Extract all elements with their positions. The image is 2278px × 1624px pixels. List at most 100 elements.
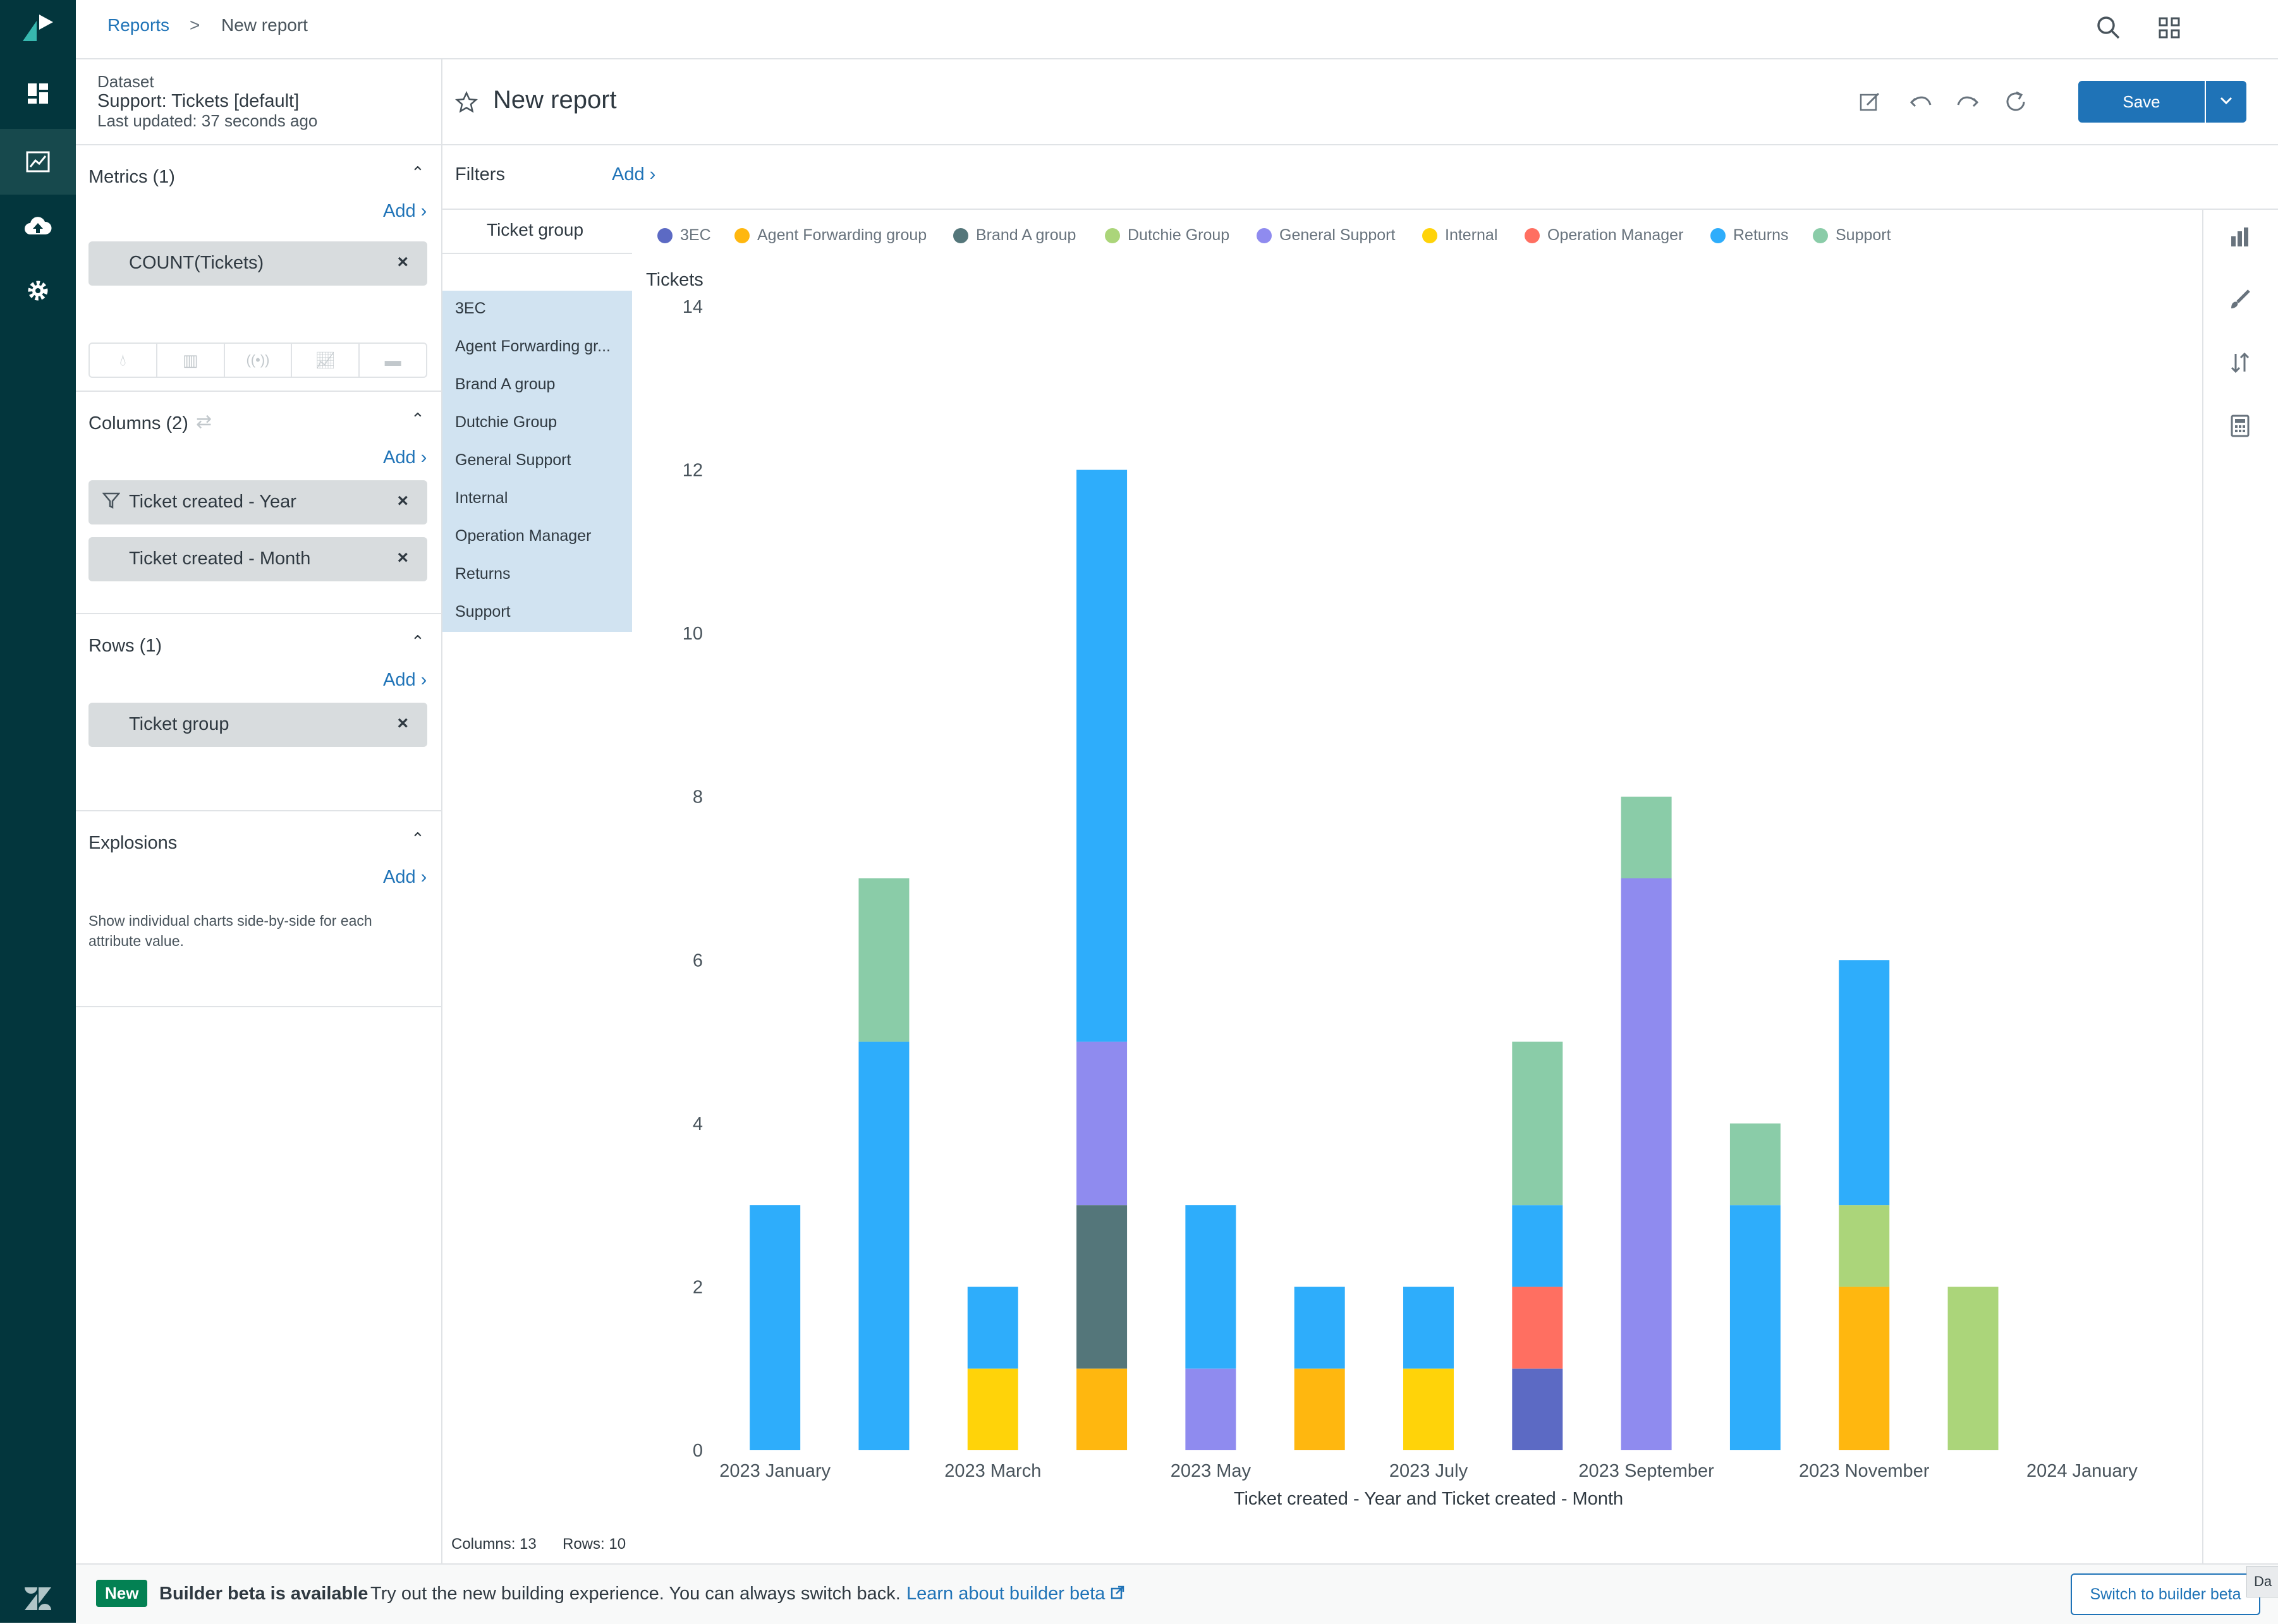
filter-icon[interactable] <box>102 492 121 514</box>
row-value[interactable]: Support <box>455 603 511 621</box>
switch-to-builder-beta-button[interactable]: Switch to builder beta <box>2071 1573 2260 1615</box>
row-value[interactable]: Agent Forwarding gr... <box>455 337 611 355</box>
dashboard-icon[interactable] <box>19 75 57 112</box>
row-value[interactable]: 3EC <box>455 300 486 317</box>
column-pill-year[interactable]: Ticket created - Year × <box>88 480 427 524</box>
dataset-name[interactable]: Support: Tickets [default] <box>97 91 300 111</box>
legend-item[interactable]: General Support <box>1257 226 1395 245</box>
bar-segment[interactable] <box>1729 1123 1781 1206</box>
zendesk-logo-icon[interactable] <box>19 9 57 47</box>
legend-item[interactable]: 3EC <box>657 226 711 245</box>
bar-segment[interactable] <box>1839 960 1890 1206</box>
remove-column-icon[interactable]: × <box>397 547 408 568</box>
reports-icon[interactable] <box>0 129 76 195</box>
overflow-tab[interactable]: Da <box>2246 1566 2278 1597</box>
remove-row-icon[interactable]: × <box>397 713 408 734</box>
legend-item[interactable]: Operation Manager <box>1525 226 1683 245</box>
learn-more-link[interactable]: Learn about builder beta <box>906 1584 1106 1604</box>
bar-segment[interactable] <box>1076 1041 1128 1206</box>
search-icon[interactable] <box>2096 15 2121 44</box>
bar-segment[interactable] <box>1403 1287 1454 1369</box>
upload-icon[interactable] <box>19 207 57 245</box>
bar-segment[interactable] <box>967 1287 1018 1369</box>
bar-segment[interactable] <box>1512 1368 1563 1450</box>
star-icon[interactable] <box>454 90 478 117</box>
row-pill[interactable]: Ticket group × <box>88 703 427 747</box>
row-value[interactable]: Dutchie Group <box>455 413 557 431</box>
bar-segment[interactable] <box>1729 1205 1781 1450</box>
row-header-label[interactable]: Ticket group <box>487 220 584 239</box>
collapse-rows-icon[interactable]: ⌃ <box>411 632 425 651</box>
legend-item[interactable]: Internal <box>1422 226 1497 245</box>
column-pill-month[interactable]: Ticket created - Month × <box>88 537 427 581</box>
bar-segment[interactable] <box>1512 1205 1563 1287</box>
save-options-button[interactable] <box>2206 81 2246 123</box>
paint-brush-icon[interactable] <box>2229 288 2251 314</box>
legend-item[interactable]: Dutchie Group <box>1105 226 1229 245</box>
apps-grid-icon[interactable] <box>2158 16 2181 42</box>
settings-icon[interactable] <box>19 272 57 310</box>
sort-icon[interactable] <box>2229 351 2251 377</box>
bar-segment[interactable] <box>750 1205 801 1450</box>
trend-icon[interactable]: 📈︎ <box>292 342 360 378</box>
bar-segment[interactable] <box>1839 1287 1890 1450</box>
comment-icon[interactable]: ▬ <box>360 342 427 378</box>
metric-pill[interactable]: COUNT(Tickets) × <box>88 241 427 286</box>
legend-item[interactable]: Returns <box>1710 226 1789 245</box>
row-value[interactable]: Returns <box>455 565 511 583</box>
bar-segment[interactable] <box>858 1041 910 1450</box>
legend-item[interactable]: Agent Forwarding group <box>734 226 927 245</box>
bar-segment[interactable] <box>1294 1368 1345 1450</box>
calculator-icon[interactable] <box>2229 415 2251 440</box>
bar-segment[interactable] <box>1185 1368 1236 1450</box>
bar-segment[interactable] <box>1512 1041 1563 1206</box>
remove-column-icon[interactable]: × <box>397 490 408 511</box>
add-filter-link[interactable]: Add › <box>612 164 656 185</box>
bar-segment[interactable] <box>1621 796 1672 878</box>
row-value[interactable]: Internal <box>455 489 508 507</box>
report-title[interactable]: New report <box>493 86 617 114</box>
bar-segment[interactable] <box>1621 878 1672 1450</box>
row-value[interactable]: Brand A group <box>455 375 556 393</box>
save-button[interactable]: Save <box>2078 81 2205 123</box>
bar-segment[interactable] <box>1512 1287 1563 1369</box>
bar-segment[interactable] <box>1947 1287 1999 1450</box>
external-link-icon[interactable] <box>1110 1585 1125 1603</box>
collapse-explosions-icon[interactable]: ⌃ <box>411 829 425 848</box>
bar-segment[interactable] <box>1403 1368 1454 1450</box>
signal-icon[interactable]: ((•)) <box>224 342 293 378</box>
bar-segment[interactable] <box>1076 470 1128 1042</box>
columns-icon[interactable]: ▥ <box>157 342 225 378</box>
remove-metric-icon[interactable]: × <box>397 251 408 272</box>
swap-icon[interactable]: ⇄ <box>196 411 212 432</box>
bar-segment[interactable] <box>967 1368 1018 1450</box>
edit-icon[interactable] <box>1858 90 1882 117</box>
legend-label: General Support <box>1279 226 1396 244</box>
collapse-columns-icon[interactable]: ⌃ <box>411 409 425 428</box>
refresh-icon[interactable] <box>2004 90 2028 117</box>
legend-item[interactable]: Support <box>1813 226 1891 245</box>
bar-segment[interactable] <box>1839 1205 1890 1287</box>
explosions-title: Explosions <box>88 833 178 853</box>
undo-icon[interactable] <box>1909 90 1933 117</box>
bar-segment[interactable] <box>858 878 910 1042</box>
redo-icon[interactable] <box>1956 90 1980 117</box>
bar-segment[interactable] <box>1076 1205 1128 1369</box>
add-column-link[interactable]: Add › <box>383 447 427 468</box>
drop-icon[interactable]: 💧︎ <box>88 342 157 378</box>
collapse-metrics-icon[interactable]: ⌃ <box>411 163 425 182</box>
bar-segment[interactable] <box>1076 1368 1128 1450</box>
legend-item[interactable]: Brand A group <box>953 226 1076 245</box>
add-explosion-link[interactable]: Add › <box>383 867 427 887</box>
breadcrumb-reports[interactable]: Reports <box>107 15 170 35</box>
new-badge: New <box>96 1580 148 1607</box>
row-value[interactable]: General Support <box>455 451 571 469</box>
add-row-link[interactable]: Add › <box>383 670 427 690</box>
row-value[interactable]: Operation Manager <box>455 527 592 545</box>
zendesk-wordmark-icon <box>19 1580 57 1618</box>
rows-count: Rows: 10 <box>563 1536 626 1553</box>
bar-segment[interactable] <box>1185 1205 1236 1369</box>
add-metric-link[interactable]: Add › <box>383 201 427 221</box>
bar-chart-icon[interactable] <box>2229 225 2251 251</box>
bar-segment[interactable] <box>1294 1287 1345 1369</box>
